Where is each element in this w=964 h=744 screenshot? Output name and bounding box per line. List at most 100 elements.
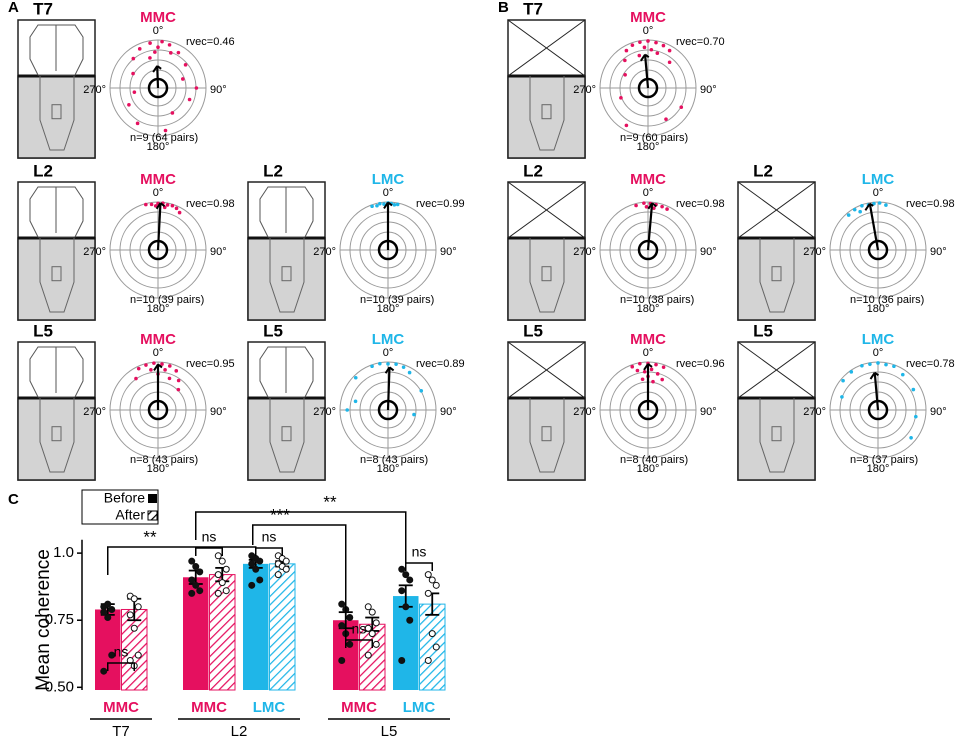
cord-lower: [17, 237, 96, 321]
phase-dot: [642, 369, 647, 374]
phase-dot: [876, 361, 880, 365]
subject-dot: [188, 557, 196, 565]
phase-dot: [382, 202, 386, 206]
subject-dot: [108, 651, 116, 659]
y-tick-label: 0.75: [45, 611, 74, 628]
phase-dot: [651, 379, 655, 384]
phase-dot: [153, 50, 157, 54]
cord-lower: [17, 397, 96, 481]
phase-dot: [664, 117, 668, 121]
angle-label: 180°: [147, 463, 170, 475]
electrode: [51, 426, 62, 442]
angle-label: 180°: [377, 463, 400, 475]
angle-label: 270°: [83, 246, 106, 258]
n-label: n=10 (36 pairs): [850, 294, 924, 306]
level-label: T7: [523, 0, 543, 18]
angle-label: 90°: [210, 406, 227, 418]
angle-label: 180°: [377, 303, 400, 315]
phase-dot: [654, 362, 658, 367]
arrow-head: [384, 366, 395, 374]
subject-dot: [192, 581, 200, 589]
phase-dot: [846, 213, 851, 217]
cross: [507, 341, 586, 399]
subject-dot: [248, 581, 256, 589]
sig-bracket: [405, 562, 433, 571]
phase-dot: [637, 53, 642, 58]
phase-dot: [412, 412, 416, 417]
cord-lower: [507, 237, 586, 321]
phase-dot: [640, 377, 645, 382]
angle-label: 270°: [573, 246, 596, 258]
level-label: L5: [263, 321, 283, 340]
subject-dot: [252, 565, 260, 573]
subject-dot: [222, 565, 230, 573]
phase-dot: [160, 39, 164, 44]
pool-label: MMC: [191, 699, 227, 716]
phase-dot: [176, 387, 181, 392]
subject-dot: [428, 576, 436, 584]
arrow-head: [155, 202, 166, 210]
sig-bracket: [195, 511, 407, 563]
phase-dot: [642, 201, 646, 205]
electrode: [51, 104, 62, 120]
subject-dot: [108, 605, 116, 613]
angle-label: 0°: [873, 347, 884, 359]
sig-label: ns: [114, 644, 129, 660]
cord-outline: [529, 76, 565, 151]
level-label: L5: [523, 321, 543, 340]
phase-dot: [176, 378, 181, 383]
legend-swatch: [148, 494, 157, 503]
electrode: [541, 104, 552, 120]
phase-dot: [652, 206, 656, 210]
phase-dot: [187, 97, 192, 102]
subject-dot: [338, 622, 346, 630]
phase-dot: [194, 86, 199, 90]
phase-dot: [655, 372, 660, 376]
level-label: T7: [33, 0, 53, 18]
angle-label: 90°: [210, 84, 227, 96]
phase-dot: [386, 362, 390, 366]
n-label: n=8 (43 pairs): [130, 454, 198, 466]
angle-label: 180°: [867, 303, 890, 315]
phase-dot: [911, 387, 916, 392]
phase-dot: [623, 58, 627, 63]
subject-dot: [428, 630, 436, 638]
angle-label: 180°: [637, 141, 660, 153]
subject-dot: [402, 571, 410, 579]
phase-dot: [841, 378, 845, 383]
phase-dot: [667, 48, 672, 53]
rvec-label: rvec=0.46: [186, 36, 235, 48]
polar-center: [867, 239, 889, 261]
phase-dot: [135, 121, 140, 126]
angle-label: 90°: [210, 246, 227, 258]
subject-dot: [214, 589, 222, 597]
phase-dot: [174, 369, 179, 373]
subject-dot: [218, 557, 226, 565]
bar: [419, 603, 446, 691]
phase-dot: [872, 201, 876, 206]
subject-dot: [126, 611, 134, 619]
sig-label: ns: [262, 529, 277, 545]
pool-label: MMC: [630, 331, 666, 348]
phase-dot: [401, 365, 406, 369]
rvec-arrow: [156, 202, 162, 251]
phase-dot: [127, 103, 131, 107]
phase-dot: [170, 111, 175, 115]
phase-dot: [661, 43, 666, 48]
subject-dot: [424, 656, 432, 664]
arrow-head: [153, 363, 163, 371]
level-label: T7: [112, 723, 130, 740]
phase-dot: [149, 368, 153, 372]
angle-label: 90°: [440, 246, 457, 258]
cord-outline: [39, 76, 75, 151]
bar: [95, 609, 121, 690]
sig-bracket: [252, 524, 347, 640]
phase-dot: [892, 364, 896, 369]
n-label: n=8 (40 pairs): [620, 454, 688, 466]
sig-bracket: [107, 662, 135, 671]
subject-dot: [104, 614, 112, 622]
angle-label: 180°: [147, 141, 170, 153]
subject-dot: [196, 568, 204, 576]
phase-dot: [353, 375, 358, 380]
subject-dot: [424, 571, 432, 579]
